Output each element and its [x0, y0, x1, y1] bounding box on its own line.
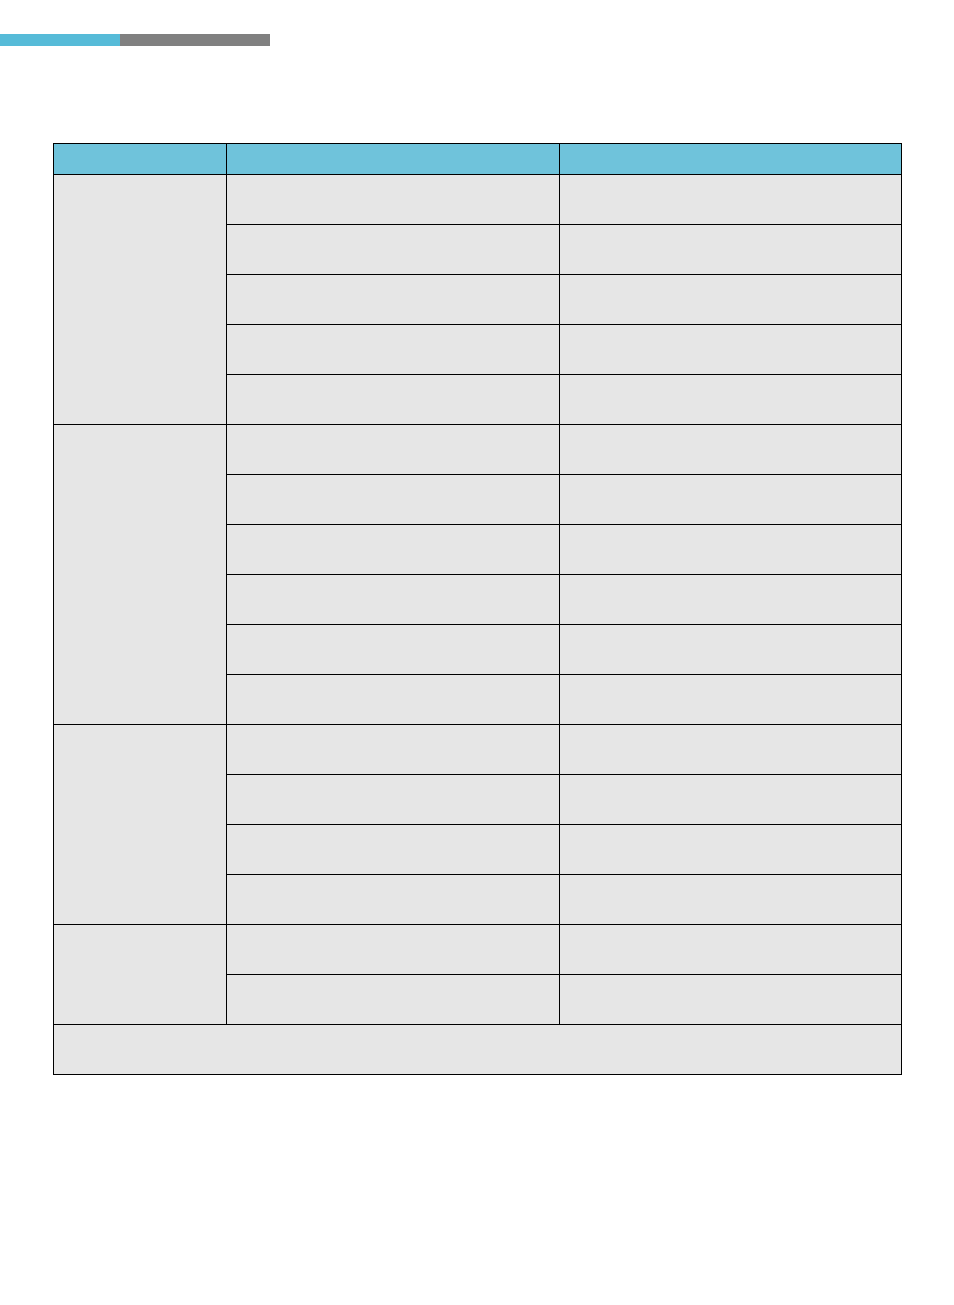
cell — [227, 725, 560, 775]
table-header — [54, 144, 902, 175]
cell — [560, 925, 902, 975]
page — [0, 0, 954, 1305]
table-row — [54, 925, 902, 975]
table-body — [54, 175, 902, 1075]
group-label-1 — [54, 425, 227, 725]
top-accent-bar — [0, 34, 270, 46]
cell — [227, 625, 560, 675]
column-header-1 — [227, 144, 560, 175]
column-header-0 — [54, 144, 227, 175]
cell — [227, 975, 560, 1025]
cell — [560, 175, 902, 225]
cell — [227, 325, 560, 375]
cell — [227, 775, 560, 825]
cell — [227, 875, 560, 925]
cell — [560, 325, 902, 375]
cell — [227, 175, 560, 225]
data-table-wrapper — [53, 143, 901, 1075]
cell — [560, 575, 902, 625]
table-row — [54, 725, 902, 775]
cell — [227, 475, 560, 525]
table-footer-row — [54, 1025, 902, 1075]
accent-gray-segment — [120, 34, 270, 46]
group-label-2 — [54, 725, 227, 925]
cell — [560, 525, 902, 575]
table-row — [54, 425, 902, 475]
cell — [560, 625, 902, 675]
group-label-3 — [54, 925, 227, 1025]
cell — [227, 825, 560, 875]
cell — [227, 925, 560, 975]
cell — [560, 675, 902, 725]
accent-teal-segment — [0, 34, 120, 46]
cell — [560, 425, 902, 475]
column-header-2 — [560, 144, 902, 175]
table-footer-cell — [54, 1025, 902, 1075]
cell — [560, 225, 902, 275]
cell — [560, 275, 902, 325]
cell — [227, 525, 560, 575]
data-table — [53, 143, 902, 1075]
cell — [227, 425, 560, 475]
cell — [560, 725, 902, 775]
cell — [227, 225, 560, 275]
cell — [227, 675, 560, 725]
cell — [560, 475, 902, 525]
cell — [227, 575, 560, 625]
table-row — [54, 175, 902, 225]
cell — [560, 375, 902, 425]
cell — [227, 375, 560, 425]
cell — [560, 825, 902, 875]
group-label-0 — [54, 175, 227, 425]
cell — [560, 975, 902, 1025]
cell — [560, 775, 902, 825]
cell — [560, 875, 902, 925]
cell — [227, 275, 560, 325]
